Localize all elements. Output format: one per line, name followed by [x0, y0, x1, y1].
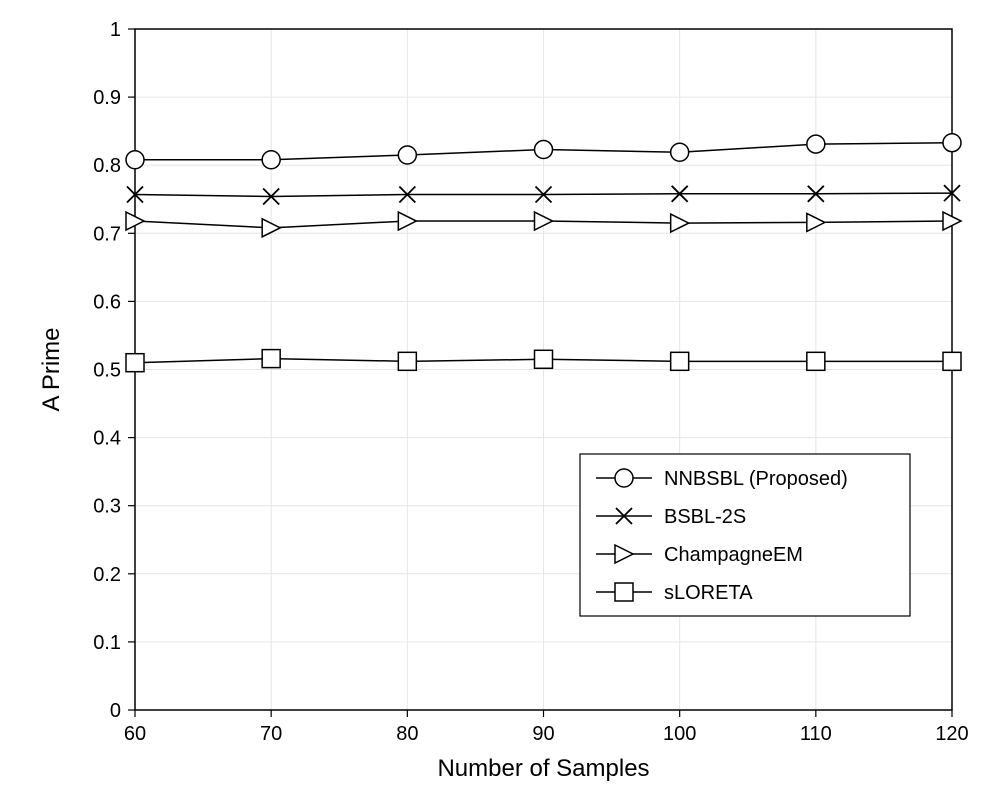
y-tick-label: 0.5	[93, 360, 121, 382]
y-tick-label: 0.1	[93, 632, 121, 654]
x-tick-label: 100	[663, 723, 696, 745]
legend-label: NNBSBL (Proposed)	[664, 468, 848, 490]
y-tick-label: 0.3	[93, 496, 121, 518]
y-tick-label: 0.7	[93, 223, 121, 245]
y-tick-label: 0.8	[93, 155, 121, 177]
y-tick-label: 0	[110, 700, 121, 722]
x-tick-label: 120	[935, 723, 968, 745]
legend-label: ChampagneEM	[664, 544, 803, 566]
x-tick-label: 110	[800, 723, 832, 745]
x-tick-label: 60	[124, 723, 146, 745]
y-tick-label: 0.6	[93, 291, 121, 313]
x-tick-label: 70	[260, 723, 282, 745]
legend-label: sLORETA	[664, 582, 753, 604]
y-axis-label: A Prime	[38, 327, 65, 411]
y-tick-label: 1	[110, 19, 121, 41]
x-tick-label: 90	[532, 723, 554, 745]
y-tick-label: 0.4	[93, 428, 121, 450]
y-tick-label: 0.9	[93, 87, 121, 109]
chart-container: 60 70 80 90 100 110 120 0 0.1 0.2 0.3 0.4 0.5 0.6 0.7 0…	[0, 0, 1000, 801]
x-tick-label: 80	[396, 723, 418, 745]
legend-label: BSBL-2S	[664, 506, 746, 528]
y-tick-label: 0.2	[93, 564, 121, 586]
x-axis-label: Number of Samples	[437, 755, 649, 782]
line-chart: 60 70 80 90 100 110 120 0 0.1 0.2 0.3 0.4 0.5 0.6 0.7 0…	[0, 0, 1000, 801]
